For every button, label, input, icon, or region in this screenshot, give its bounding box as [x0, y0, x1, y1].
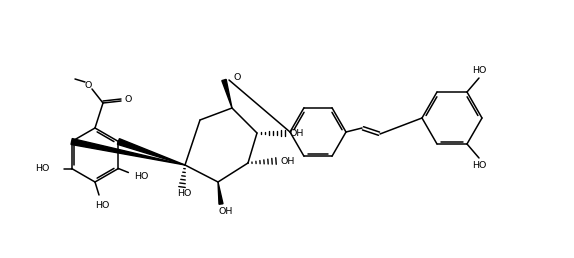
Polygon shape — [71, 139, 185, 165]
Text: HO: HO — [134, 172, 149, 181]
Text: HO: HO — [35, 164, 49, 173]
Text: O: O — [84, 80, 92, 90]
Text: HO: HO — [472, 66, 486, 75]
Text: OH: OH — [219, 206, 233, 215]
Text: OH: OH — [290, 128, 304, 138]
Text: OH: OH — [281, 157, 295, 165]
Polygon shape — [222, 79, 232, 108]
Polygon shape — [118, 139, 185, 165]
Polygon shape — [218, 182, 223, 204]
Text: HO: HO — [472, 162, 486, 171]
Text: O: O — [233, 72, 241, 82]
Text: O: O — [125, 95, 131, 104]
Text: HO: HO — [177, 189, 191, 198]
Text: HO: HO — [95, 200, 109, 209]
